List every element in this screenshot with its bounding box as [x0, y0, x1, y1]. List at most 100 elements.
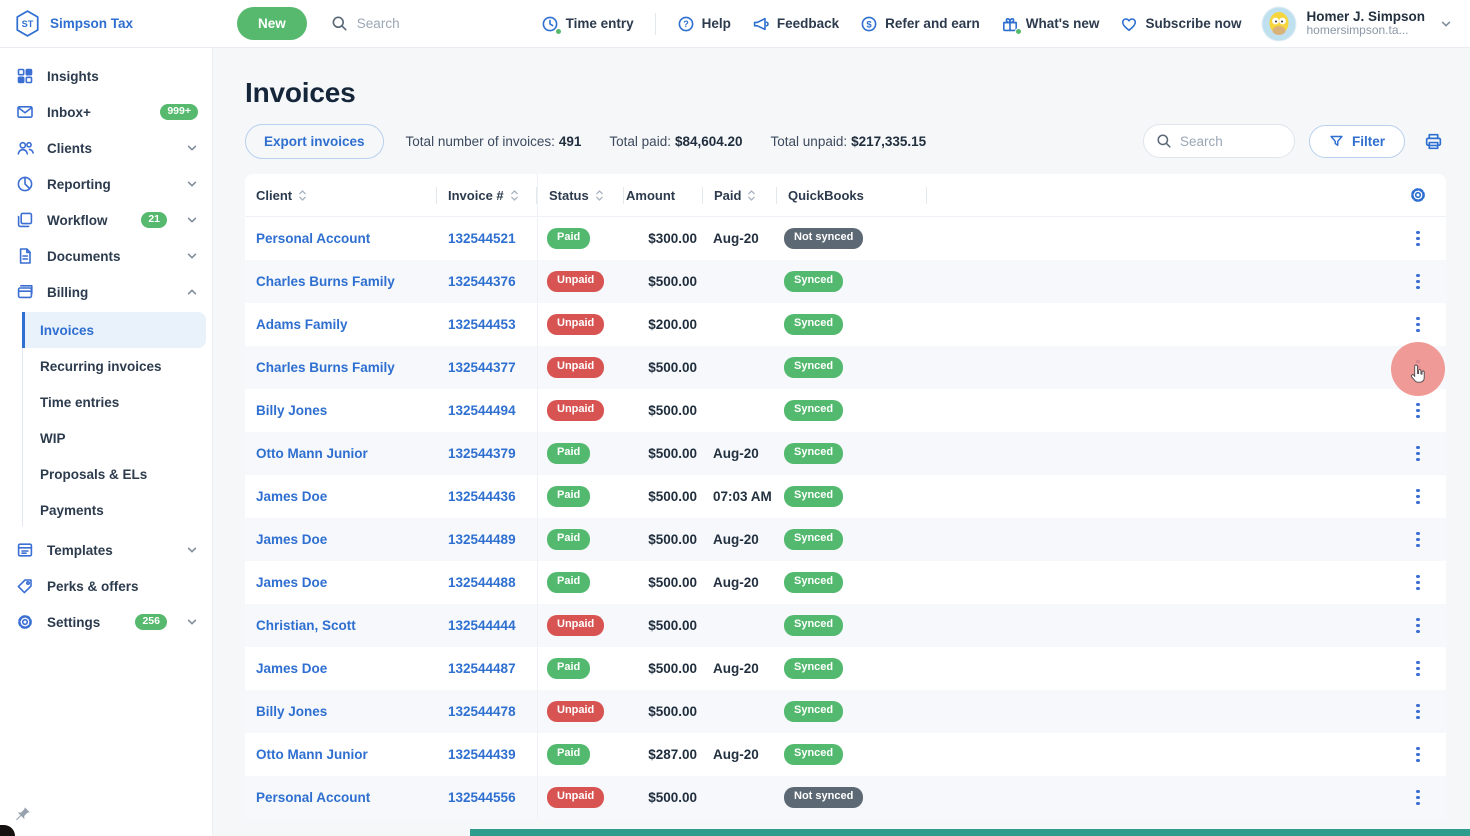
client-link[interactable]: Christian, Scott [256, 618, 356, 633]
sidebar-item-perks-offers[interactable]: Perks & offers [0, 568, 212, 604]
topbar-item-feedback[interactable]: Feedback [752, 15, 839, 33]
sidebar-item-templates[interactable]: Templates [0, 532, 212, 568]
topbar-item-subscribe-now[interactable]: Subscribe now [1120, 15, 1241, 33]
status-badge: Paid [547, 529, 591, 550]
row-menu-kebab-icon[interactable] [1405, 312, 1431, 338]
quickbooks-badge: Synced [784, 658, 844, 679]
row-menu-kebab-icon[interactable] [1405, 699, 1431, 725]
topbar-item-refer-and-earn[interactable]: $ Refer and earn [860, 15, 980, 33]
quickbooks-badge: Synced [784, 314, 844, 335]
invoice-number-link[interactable]: 132544488 [448, 575, 516, 590]
app-logo[interactable]: ST Simpson Tax [14, 9, 133, 38]
client-link[interactable]: Charles Burns Family [256, 274, 395, 289]
page-title: Invoices [245, 77, 356, 108]
new-button[interactable]: New [237, 7, 307, 40]
table-search[interactable] [1142, 124, 1295, 158]
table-search-input[interactable] [1179, 133, 1280, 149]
client-link[interactable]: James Doe [256, 489, 328, 504]
sidebar-item-billing[interactable]: Billing [0, 274, 212, 310]
table-settings-gear-icon[interactable] [1409, 186, 1427, 204]
avatar [1261, 6, 1297, 42]
sidebar-item-proposals-els[interactable]: Proposals & ELs [40, 466, 148, 482]
invoice-number-link[interactable]: 132544439 [448, 747, 516, 762]
invoice-number-link[interactable]: 132544453 [448, 317, 516, 332]
sidebar-item-time-entries[interactable]: Time entries [40, 394, 120, 410]
row-menu-kebab-icon[interactable] [1405, 527, 1431, 553]
status-badge: Paid [547, 658, 591, 679]
filter-button[interactable]: Filter [1308, 124, 1405, 158]
sidebar-item-wip[interactable]: WIP [40, 430, 66, 446]
sort-icon [747, 189, 756, 202]
svg-text:ST: ST [22, 19, 34, 29]
invoice-number-link[interactable]: 132544489 [448, 532, 516, 547]
client-link[interactable]: Billy Jones [256, 704, 328, 719]
invoice-number-link[interactable]: 132544487 [448, 661, 516, 676]
client-link[interactable]: James Doe [256, 661, 328, 676]
row-menu-kebab-icon[interactable] [1405, 269, 1431, 295]
row-menu-kebab-icon[interactable] [1405, 613, 1431, 639]
pin-icon[interactable] [13, 805, 32, 824]
sidebar-item-documents[interactable]: Documents [0, 238, 212, 274]
sidebar-item-settings[interactable]: Settings 256 [0, 604, 212, 640]
client-link[interactable]: Charles Burns Family [256, 360, 395, 375]
paid-date: Aug-20 [713, 446, 759, 461]
export-invoices-button[interactable]: Export invoices [245, 123, 384, 159]
user-name: Homer J. Simpson [1306, 8, 1425, 24]
client-link[interactable]: Personal Account [256, 231, 371, 246]
global-search[interactable]: Search [331, 15, 400, 32]
chevron-up-icon [186, 286, 198, 298]
invoice-number-link[interactable]: 132544494 [448, 403, 516, 418]
quickbooks-badge: Synced [784, 572, 844, 593]
column-header-client[interactable]: Client [245, 174, 437, 216]
invoice-number-link[interactable]: 132544444 [448, 618, 516, 633]
row-menu-kebab-icon[interactable] [1405, 656, 1431, 682]
invoice-number-link[interactable]: 132544521 [448, 231, 516, 246]
column-header-invoice[interactable]: Invoice # [437, 174, 538, 216]
client-link[interactable]: Otto Mann Junior [256, 446, 368, 461]
invoice-number-link[interactable]: 132544478 [448, 704, 516, 719]
printer-icon[interactable] [1421, 129, 1446, 154]
topbar-item-help[interactable]: ? Help [677, 15, 731, 33]
paid-date [703, 303, 777, 346]
row-menu-kebab-icon[interactable] [1405, 355, 1431, 381]
sidebar-item-recurring-invoices[interactable]: Recurring invoices [40, 358, 162, 374]
client-link[interactable]: Adams Family [256, 317, 348, 332]
invoice-number-link[interactable]: 132544376 [448, 274, 516, 289]
column-header-paid[interactable]: Paid [703, 174, 777, 216]
sidebar-item-workflow[interactable]: Workflow 21 [0, 202, 212, 238]
client-link[interactable]: James Doe [256, 532, 328, 547]
sidebar-item-inbox[interactable]: Inbox+ 999+ [0, 94, 212, 130]
row-menu-kebab-icon[interactable] [1405, 742, 1431, 768]
document-icon [16, 247, 34, 265]
row-menu-kebab-icon[interactable] [1405, 441, 1431, 467]
row-menu-kebab-icon[interactable] [1405, 398, 1431, 424]
client-link[interactable]: Personal Account [256, 790, 371, 805]
stat-total-number-of-invoices: Total number of invoices: 491 [405, 133, 582, 149]
invoice-number-link[interactable]: 132544379 [448, 446, 516, 461]
row-menu-kebab-icon[interactable] [1405, 570, 1431, 596]
quickbooks-badge: Synced [784, 400, 844, 421]
row-menu-kebab-icon[interactable] [1405, 484, 1431, 510]
client-link[interactable]: Billy Jones [256, 403, 328, 418]
search-icon [1156, 133, 1172, 149]
table-header-row: Client Invoice # Status Amount Paid QuickBook… [245, 174, 1446, 217]
user-menu[interactable]: Homer J. Simpson homersimpson.ta... [1261, 6, 1452, 42]
column-header-status[interactable]: Status [538, 174, 624, 216]
sidebar-item-invoices[interactable]: Invoices [22, 312, 206, 348]
row-menu-kebab-icon[interactable] [1405, 785, 1431, 811]
invoice-number-link[interactable]: 132544436 [448, 489, 516, 504]
brand-name: Simpson Tax [50, 16, 134, 31]
row-menu-kebab-icon[interactable] [1405, 226, 1431, 252]
client-link[interactable]: Otto Mann Junior [256, 747, 368, 762]
topbar-menu: Time entry ? Help Feedback $ Refer and ear… [541, 12, 1241, 35]
client-link[interactable]: James Doe [256, 575, 328, 590]
topbar-item-time-entry[interactable]: Time entry [541, 15, 634, 35]
invoice-number-link[interactable]: 132544377 [448, 360, 516, 375]
sidebar-item-reporting[interactable]: Reporting [0, 166, 212, 202]
invoice-number-link[interactable]: 132544556 [448, 790, 516, 805]
filter-funnel-icon [1329, 134, 1344, 149]
topbar-item-what-s-new[interactable]: What's new [1001, 15, 1099, 35]
sidebar-item-payments[interactable]: Payments [40, 502, 104, 518]
sidebar-item-insights[interactable]: Insights [0, 58, 212, 94]
sidebar-item-clients[interactable]: Clients [0, 130, 212, 166]
